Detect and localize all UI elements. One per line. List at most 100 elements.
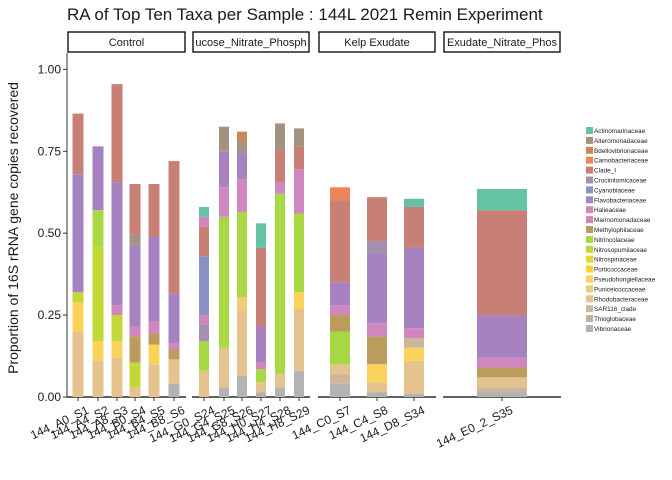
bar-segment bbox=[367, 364, 387, 383]
bar-segment bbox=[92, 146, 104, 211]
legend-label: Halieaceae bbox=[594, 207, 626, 214]
legend-label: Pseudohongiellaceae bbox=[594, 277, 656, 284]
legend-item: Puniceicoccaceae bbox=[586, 285, 646, 293]
bar-segment bbox=[404, 347, 424, 361]
bar-segment bbox=[367, 197, 387, 242]
legend-swatch bbox=[586, 285, 593, 293]
legend-label: Thioglobaceae bbox=[594, 316, 636, 323]
legend-swatch bbox=[586, 226, 593, 233]
y-tick-label: 0.50 bbox=[38, 226, 62, 240]
legend-item: Pseudohongiellaceae bbox=[586, 275, 656, 284]
legend-item: Nitrincolaceae bbox=[586, 235, 635, 244]
bar-segment bbox=[199, 256, 209, 316]
bar-segment bbox=[477, 377, 527, 388]
legend-swatch bbox=[586, 136, 593, 144]
legend-label: Marinomonadaceae bbox=[594, 217, 651, 224]
bar-segment bbox=[294, 213, 304, 293]
y-tick-label: 0.75 bbox=[38, 144, 62, 158]
bar-segment bbox=[237, 297, 247, 311]
bar-segment bbox=[275, 387, 285, 397]
bar-segment bbox=[294, 370, 304, 397]
legend-item: Carnobacteriaceae bbox=[586, 156, 648, 165]
legend-swatch bbox=[586, 235, 593, 243]
bar-segment bbox=[477, 188, 527, 211]
legend-swatch bbox=[586, 325, 593, 332]
bar-segment bbox=[237, 179, 247, 212]
legend-swatch bbox=[586, 245, 593, 253]
legend-item: Marinomonadaceae bbox=[586, 216, 651, 224]
chart-title: RA of Top Ten Taxa per Sample : 144L 202… bbox=[67, 5, 543, 24]
legend-swatch bbox=[586, 265, 593, 273]
bar-segment bbox=[148, 184, 160, 237]
y-tick-label: 0.25 bbox=[38, 308, 62, 322]
bar-segment bbox=[477, 315, 527, 358]
legend-label: Clade_I bbox=[594, 168, 616, 175]
bar-segment bbox=[367, 241, 387, 255]
legend-label: Methylophilaceae bbox=[594, 227, 644, 234]
bar-segment bbox=[404, 338, 424, 348]
bar-segment bbox=[111, 341, 123, 358]
bar-segment bbox=[219, 187, 229, 217]
bar-segment bbox=[219, 126, 229, 152]
legend-label: Cyanobiaceae bbox=[594, 187, 635, 194]
facet-strip bbox=[318, 31, 436, 53]
bar-segment bbox=[330, 383, 350, 397]
bar-segment bbox=[199, 370, 209, 397]
legend-item: Porticoccaceae bbox=[586, 265, 638, 274]
bar-segment bbox=[129, 244, 141, 327]
bar-segment bbox=[148, 344, 160, 365]
bar-segment bbox=[111, 315, 123, 342]
bar-segment bbox=[199, 324, 209, 342]
legend-item: Rhodobacteraceae bbox=[586, 295, 648, 303]
bar-segment bbox=[256, 392, 266, 397]
bar-segment bbox=[237, 375, 247, 397]
bar-segment bbox=[256, 382, 266, 393]
bar-segment bbox=[199, 216, 209, 227]
bar-segment bbox=[129, 362, 141, 388]
legend-swatch bbox=[586, 156, 593, 164]
bar-segment bbox=[404, 360, 424, 394]
bar-segment bbox=[330, 364, 350, 375]
bar-segment bbox=[199, 315, 209, 325]
bar-segment bbox=[92, 210, 104, 247]
legend-swatch bbox=[586, 146, 593, 154]
bar-segment bbox=[477, 357, 527, 368]
bar-segment bbox=[330, 374, 350, 384]
bar-segment bbox=[219, 216, 229, 348]
bar-segment bbox=[404, 328, 424, 339]
bar-segment bbox=[237, 211, 247, 298]
bar-segment bbox=[72, 113, 84, 175]
legend-label: Actinomarinaceae bbox=[594, 128, 646, 135]
legend-swatch bbox=[586, 275, 593, 283]
legend-item: Crocinitomicaceae bbox=[586, 176, 647, 185]
legend-item: Flavobacteriaceae bbox=[586, 196, 647, 204]
bar-segment bbox=[477, 210, 527, 316]
bar-segment bbox=[367, 254, 387, 324]
bar-segment bbox=[111, 305, 123, 316]
legend-label: Crocinitomicaceae bbox=[594, 178, 647, 185]
legend-swatch bbox=[586, 255, 593, 263]
bar-segment bbox=[330, 305, 350, 316]
bar-segment bbox=[92, 246, 104, 342]
bar-segment bbox=[219, 387, 229, 397]
bar-segment bbox=[148, 333, 160, 345]
bar-segment bbox=[367, 323, 387, 337]
legend-swatch bbox=[586, 206, 593, 214]
facet-strip bbox=[67, 31, 186, 53]
bar-segment bbox=[275, 193, 285, 375]
legend-label: Nitrincolaceae bbox=[594, 237, 635, 244]
legend-swatch bbox=[586, 127, 593, 134]
legend-swatch bbox=[586, 305, 593, 313]
legend-swatch bbox=[586, 295, 593, 303]
legend-label: Bdellovibrionaceae bbox=[594, 148, 648, 155]
bar-segment bbox=[199, 226, 209, 257]
legend-item: SAR116_clade bbox=[586, 305, 637, 313]
legend-item: Halieaceae bbox=[586, 206, 626, 214]
bar-segment bbox=[330, 282, 350, 306]
facet-strip-label: Exudate_Nitrate_Phos bbox=[447, 37, 558, 49]
facet-panel: Exudate_Nitrate_Phos 144_E0_2_S35 bbox=[434, 31, 561, 451]
bar-segment bbox=[168, 383, 180, 397]
bar-segment bbox=[294, 146, 304, 170]
